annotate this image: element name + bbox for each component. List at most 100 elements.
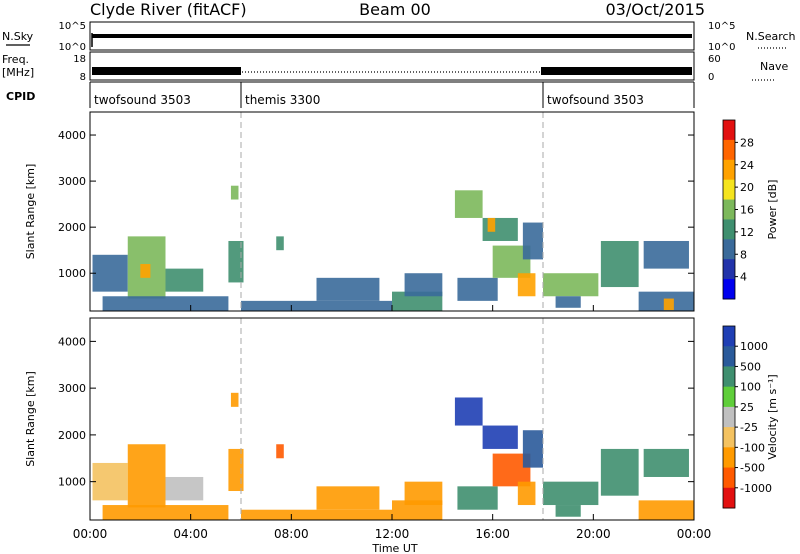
cpid-segment-label: themis 3300	[245, 93, 320, 107]
colorbar-segment	[723, 386, 735, 408]
colorbar-tick-label: 25	[740, 401, 754, 414]
colorbar-segment	[723, 487, 735, 509]
nsky-right-tick-top: 10^5	[708, 21, 735, 32]
data-region	[543, 481, 599, 506]
data-region	[230, 392, 239, 407]
freq-trace-seg3	[541, 67, 692, 75]
x-tick-label: 04:00	[173, 527, 208, 541]
data-region	[92, 462, 128, 501]
colorbar-tick-label: -500	[740, 462, 765, 475]
data-region	[316, 486, 380, 510]
colorbar-segment	[723, 406, 735, 428]
beam-title: Beam 00	[359, 0, 431, 19]
freq-label-line1: Freq.	[2, 53, 29, 66]
data-region	[457, 277, 498, 301]
data-region	[457, 486, 498, 510]
data-region	[127, 444, 166, 508]
y-tick-label: 1000	[58, 476, 86, 489]
data-region	[522, 430, 543, 468]
freq-right-tick-top: 60	[708, 54, 721, 65]
colorbar-tick-label: 4	[740, 271, 747, 284]
colorbar-tick-label: -1000	[740, 482, 772, 495]
data-region	[555, 296, 581, 308]
power-panel: 1000 2000 3000 4000 Slant Range [km] 28 24 20 16…	[24, 111, 779, 312]
colorbar-tick-label: 100	[740, 381, 761, 394]
colorbar-segment	[723, 239, 735, 260]
colorbar-segment	[723, 120, 735, 141]
data-region	[638, 500, 694, 520]
colorbar-tick-label: 8	[740, 248, 747, 261]
data-region	[241, 509, 392, 520]
data-region	[482, 425, 518, 449]
data-region	[165, 476, 204, 501]
time-axis: 00:00 04:00 08:00 12:00 16:00 20:00 00:00	[73, 305, 712, 541]
y-axis-label: Slant Range [km]	[24, 164, 37, 260]
colorbar-segment	[723, 199, 735, 220]
freq-left-tick-bottom: 8	[80, 72, 86, 83]
data-region	[92, 254, 128, 292]
y-tick-label: 3000	[58, 382, 86, 395]
data-region	[102, 505, 229, 520]
y-tick-label: 4000	[58, 335, 86, 348]
freq-right-tick-bottom: 0	[708, 72, 714, 83]
x-tick-label: 00:00	[73, 527, 108, 541]
data-region	[276, 444, 284, 459]
nsky-panel-frame	[89, 21, 695, 51]
data-region	[543, 273, 599, 297]
nsky-right-tick-bottom: 10^0	[708, 42, 735, 53]
x-axis-label: Time UT	[371, 542, 417, 554]
data-region	[316, 277, 380, 301]
cpid-segments: twofsound 3503 themis 3300 twofsound 3503	[89, 81, 695, 108]
x-tick-label: 12:00	[375, 527, 410, 541]
data-region	[517, 273, 536, 297]
colorbar-tick-label: 500	[740, 360, 761, 373]
data-region	[643, 240, 689, 269]
y-tick-label: 4000	[58, 129, 86, 142]
freq-panel-frame	[89, 51, 695, 81]
y-axis-label: Slant Range [km]	[24, 371, 37, 467]
colorbar-tick-label: 24	[740, 159, 754, 172]
colorbar-segment	[723, 259, 735, 280]
colorbar-segment	[723, 467, 735, 489]
data-region	[392, 500, 443, 520]
data-region	[487, 217, 496, 232]
data-region	[230, 185, 239, 200]
colorbar-segment	[723, 159, 735, 181]
colorbar-frame	[722, 325, 736, 509]
velocity-panel: 1000 2000 3000 4000 Slant Range [km] 1000 500 1…	[24, 317, 779, 521]
colorbar-segment	[723, 366, 735, 388]
nsky-label: N.Sky	[2, 30, 34, 43]
colorbar-tick-label: 28	[740, 136, 754, 149]
cpid-segment-label: twofsound 3503	[94, 93, 191, 107]
colorbar-segment	[723, 346, 735, 367]
data-region	[522, 222, 543, 260]
data-region	[404, 273, 443, 297]
y-tick-label: 2000	[58, 429, 86, 442]
y-tick-label: 1000	[58, 267, 86, 280]
station-title: Clyde River (fitACF)	[90, 0, 247, 19]
x-tick-label: 08:00	[274, 527, 309, 541]
data-region	[600, 448, 639, 496]
data-region	[140, 264, 151, 278]
cpid-label: CPID	[6, 90, 35, 103]
data-region	[228, 448, 244, 492]
x-tick-label: 20:00	[576, 527, 611, 541]
colorbar-segment	[723, 326, 735, 347]
data-region	[517, 481, 536, 506]
data-region	[454, 397, 483, 426]
colorbar-tick-label: 20	[740, 181, 754, 194]
data-region	[165, 268, 204, 292]
data-region	[404, 481, 443, 506]
y-tick-label: 3000	[58, 175, 86, 188]
freq-label-line2: [MHz]	[2, 66, 34, 79]
nsky-left-tick-bottom: 10^0	[59, 42, 86, 53]
data-region	[102, 296, 229, 311]
colorbar-segment	[723, 447, 735, 469]
colorbar-tick-label: 16	[740, 204, 754, 217]
colorbar-label: Power [dB]	[766, 180, 779, 240]
colorbar-segment	[723, 279, 735, 300]
data-region	[276, 236, 284, 251]
nsky-left-tick-top: 10^5	[59, 21, 86, 32]
colorbar-tick-label: -100	[740, 441, 765, 454]
x-tick-label: 00:00	[677, 527, 712, 541]
